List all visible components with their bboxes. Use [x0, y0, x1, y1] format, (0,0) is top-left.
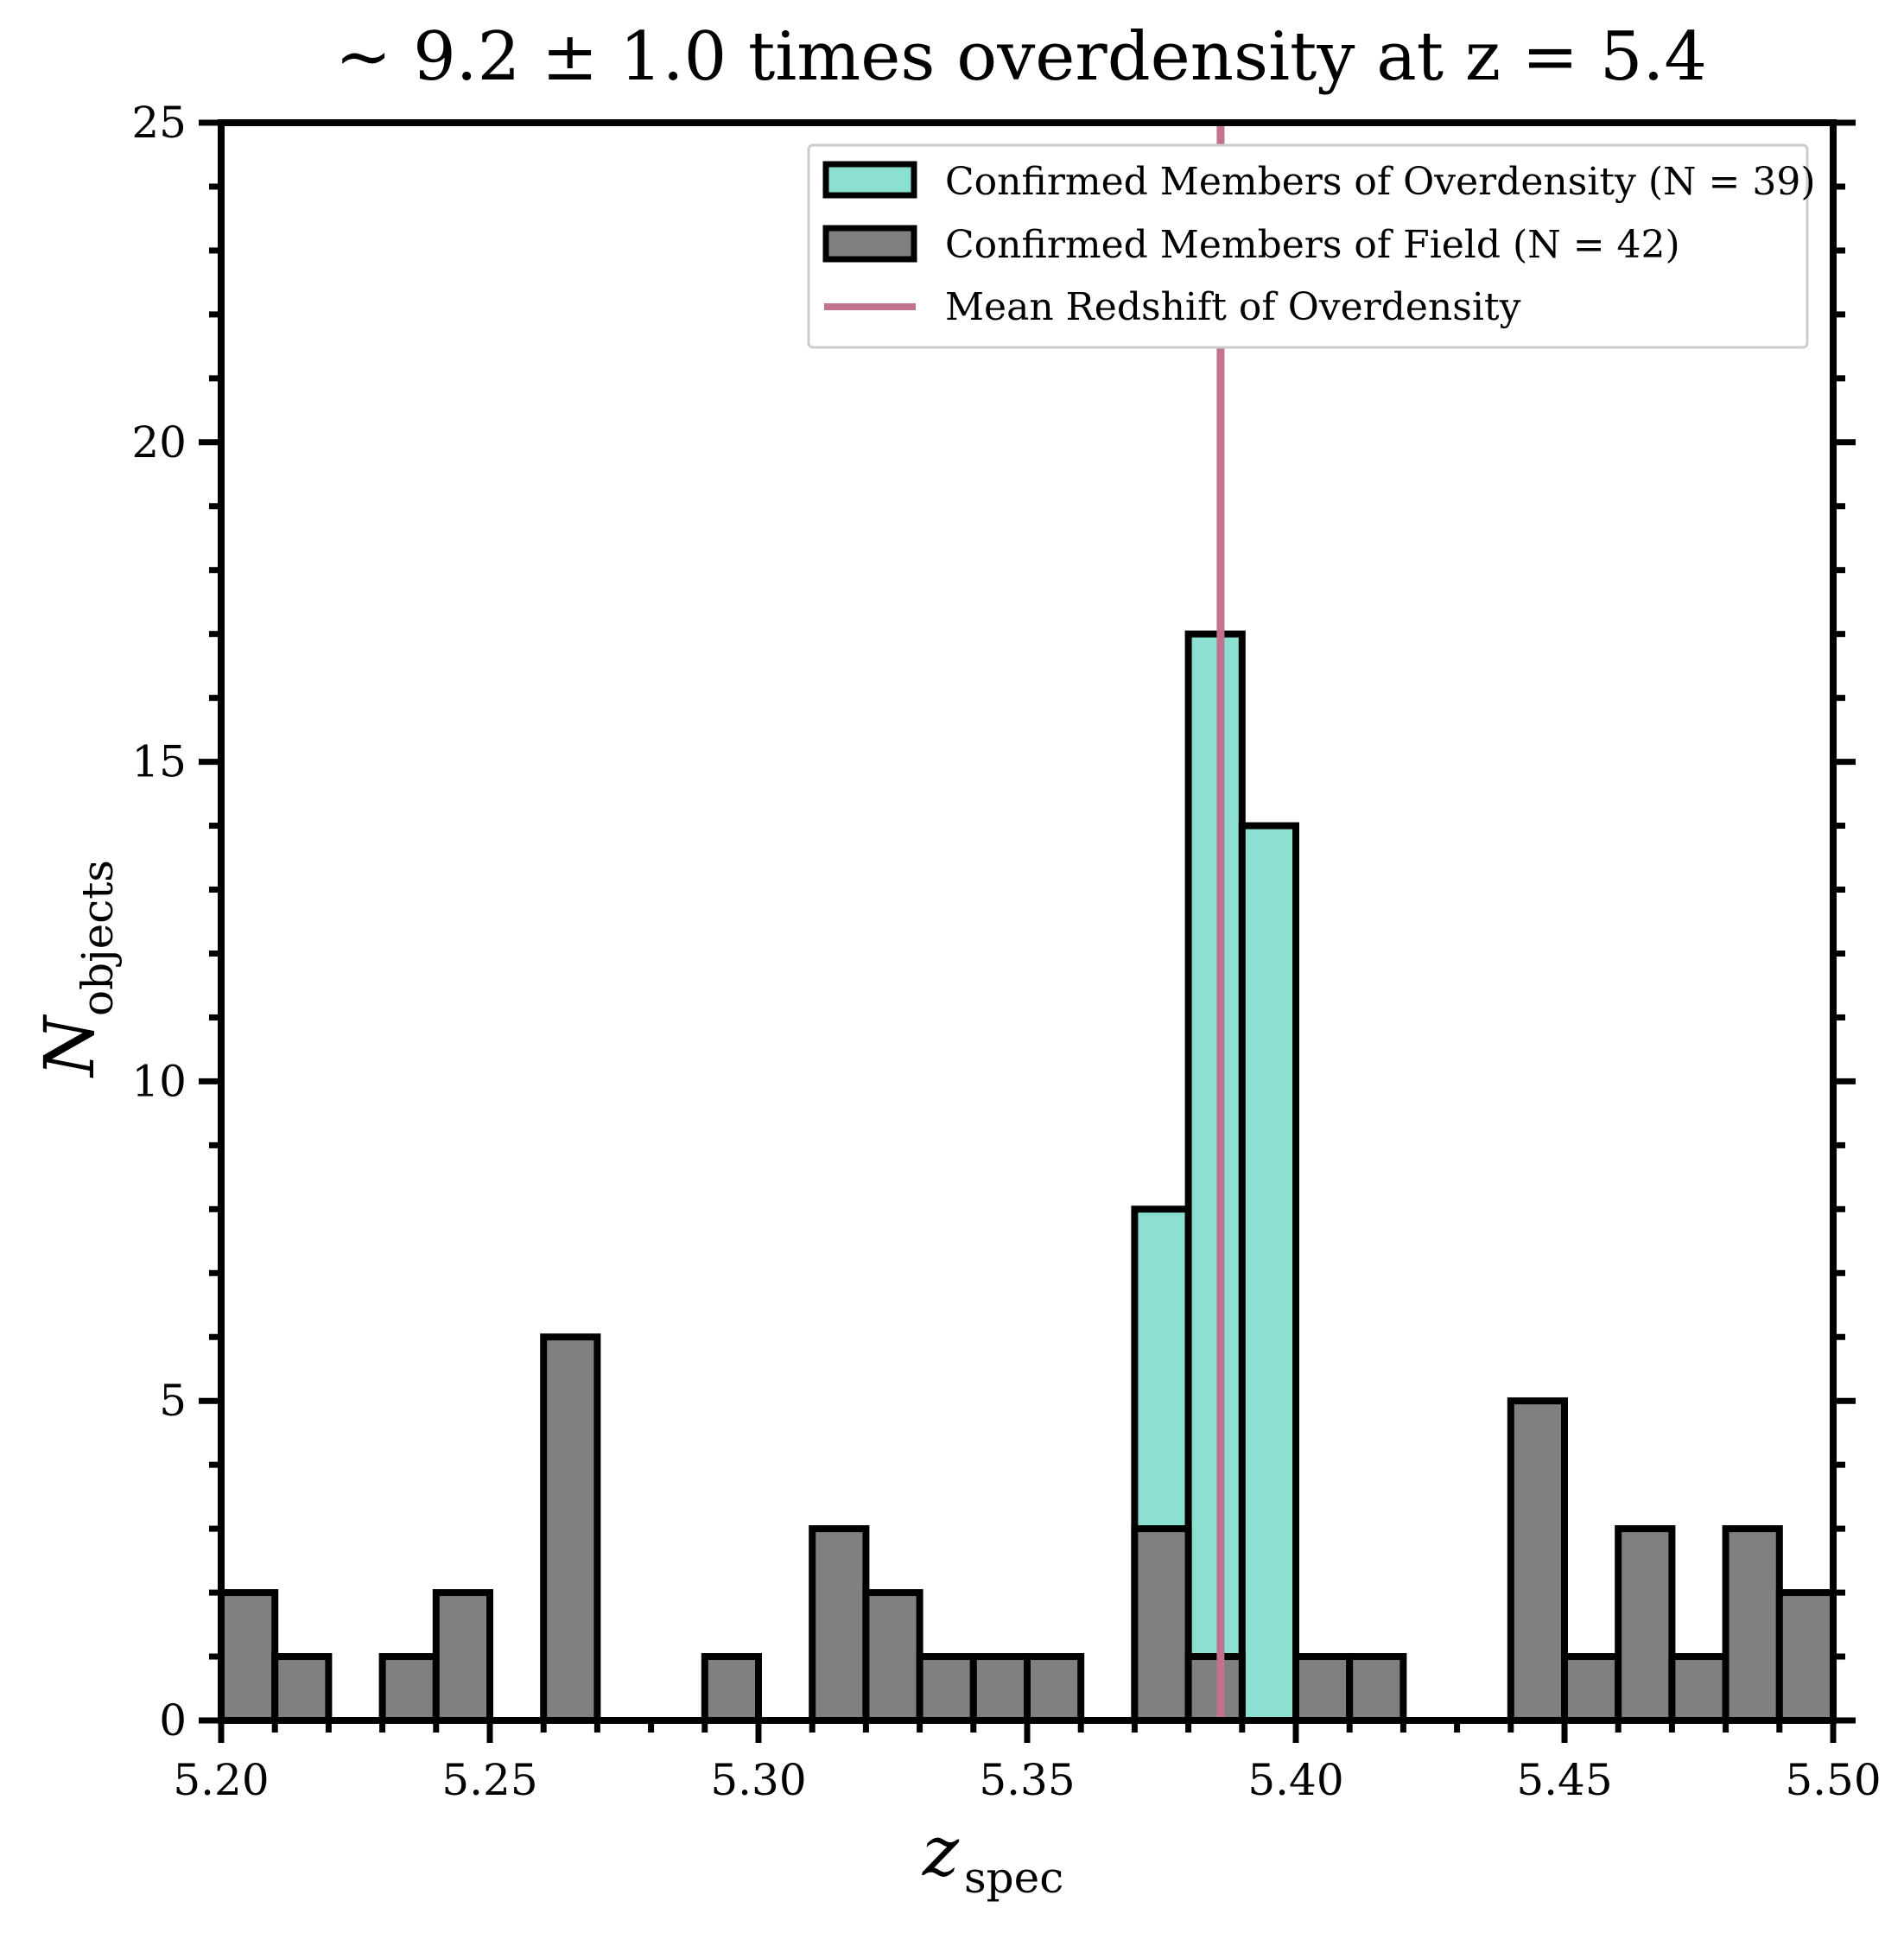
bar-overdensity: [1184, 630, 1246, 1724]
y-axis-label-sub: objects: [73, 860, 123, 1016]
x-tick-label: 5.35: [979, 1755, 1075, 1805]
bar-field: [1184, 1653, 1246, 1725]
x-axis-label: z spec: [922, 1811, 1063, 1903]
bar-field: [432, 1589, 493, 1724]
legend-label-overdensity: Confirmed Members of Overdensity (N = 39…: [945, 160, 1816, 204]
bar-field: [271, 1653, 333, 1725]
bar-field: [1668, 1653, 1729, 1725]
legend-label-field: Confirmed Members of Field (N = 42): [945, 223, 1680, 267]
legend-swatch-field: [822, 225, 917, 263]
legend-label-mean: Mean Redshift of Overdensity: [945, 285, 1521, 329]
ticks-layer: 5.20 5.25 5.30 5.35 5.40 5.45 5.50 0 5 10 15 20 25: [131, 98, 1881, 1805]
bar-field: [1024, 1653, 1085, 1725]
y-tick-label: 20: [131, 417, 187, 467]
x-tick-label: 5.25: [441, 1755, 537, 1805]
y-tick-label: 0: [159, 1695, 187, 1745]
x-axis-label-sub: spec: [964, 1853, 1063, 1903]
bar-field: [1346, 1653, 1407, 1725]
x-tick-label: 5.40: [1247, 1755, 1343, 1805]
y-tick-label: 5: [159, 1376, 187, 1426]
bar-field: [218, 1589, 279, 1724]
y-axis-label-main: N: [29, 1014, 110, 1078]
bar-field: [969, 1653, 1031, 1725]
x-tick-label: 5.50: [1785, 1755, 1881, 1805]
bar-field: [701, 1653, 762, 1725]
y-axis-label: N objects: [29, 860, 123, 1078]
x-tick-label: 5.20: [173, 1755, 269, 1805]
bar-field: [1292, 1653, 1354, 1725]
plot-frame: [218, 119, 1837, 1724]
bar-field: [916, 1653, 977, 1725]
bar-field: [1615, 1525, 1676, 1724]
bar-field: [809, 1525, 870, 1724]
y-tick-label: 10: [131, 1056, 187, 1106]
chart-title: ~ 9.2 ± 1.0 times overdensity at z = 5.4: [335, 18, 1707, 96]
bars-layer: [218, 630, 1837, 1725]
bar-field: [540, 1333, 601, 1724]
bar-field: [1507, 1397, 1569, 1724]
bar-field: [862, 1589, 923, 1724]
y-tick-label: 15: [131, 737, 187, 787]
x-tick-label: 5.45: [1516, 1755, 1612, 1805]
legend-box: [807, 143, 1809, 349]
bar-field: [1722, 1525, 1783, 1724]
bar-field: [378, 1653, 440, 1725]
legend-swatch-overdensity: [822, 161, 917, 199]
bar-field: [1561, 1653, 1622, 1725]
y-tick-label: 25: [131, 98, 187, 148]
bar-field: [1131, 1525, 1192, 1724]
legend: Confirmed Members of Overdensity (N = 39…: [807, 143, 1816, 349]
x-axis-label-main: z: [922, 1811, 960, 1892]
bar-overdensity: [1238, 822, 1300, 1724]
x-tick-label: 5.30: [710, 1755, 806, 1805]
bar-field: [1775, 1589, 1837, 1724]
